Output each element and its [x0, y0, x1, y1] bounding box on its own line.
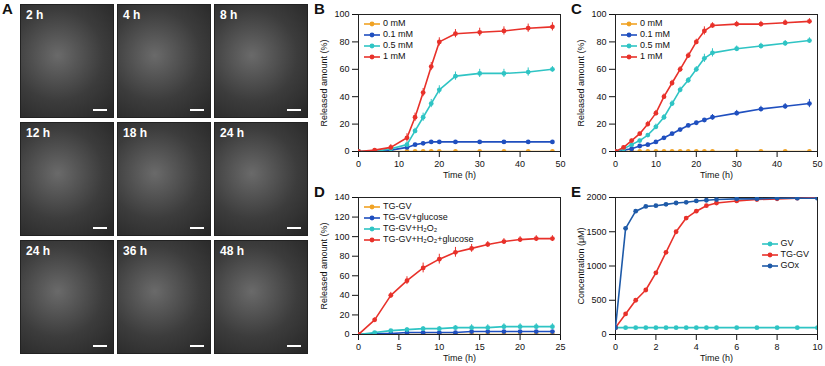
svg-text:20: 20	[691, 159, 701, 169]
svg-text:140: 140	[334, 192, 349, 202]
svg-text:20: 20	[434, 159, 444, 169]
svg-text:0: 0	[613, 342, 618, 352]
html-text:E: E	[571, 183, 581, 200]
html-text:48 h: 48 h	[220, 244, 244, 258]
svg-text:6: 6	[734, 342, 739, 352]
html-text:TG-GV+H₂O₂: TG-GV+H₂O₂	[383, 223, 438, 233]
svg-text:2000: 2000	[586, 192, 606, 202]
svg-text:80: 80	[339, 251, 349, 261]
svg-text:40: 40	[772, 159, 782, 169]
svg-text:Time (h): Time (h)	[700, 353, 733, 363]
svg-text:40: 40	[596, 92, 606, 102]
svg-text:0: 0	[356, 159, 361, 169]
svg-text:20: 20	[596, 119, 606, 129]
svg-text:Released amount (%): Released amount (%)	[319, 39, 329, 126]
svg-text:60: 60	[339, 271, 349, 281]
svg-text:1500: 1500	[586, 227, 606, 237]
svg-text:100: 100	[334, 9, 349, 19]
svg-text:Released amount (%): Released amount (%)	[319, 222, 329, 309]
html-text:0.5 mM: 0.5 mM	[383, 40, 413, 50]
html-text:TG-GV+glucose: TG-GV+glucose	[383, 212, 448, 222]
svg-text:10: 10	[434, 342, 444, 352]
svg-text:120: 120	[334, 212, 349, 222]
svg-text:10: 10	[394, 159, 404, 169]
html-text:C: C	[571, 0, 582, 17]
svg-text:Released amount (%): Released amount (%)	[576, 39, 586, 126]
svg-text:50: 50	[812, 159, 822, 169]
html-text:4 h: 4 h	[123, 8, 141, 22]
html-text:B: B	[314, 0, 325, 17]
svg-text:500: 500	[591, 295, 606, 305]
html-text:TG-GV: TG-GV	[780, 249, 809, 259]
svg-text:50: 50	[555, 159, 565, 169]
svg-text:10: 10	[651, 159, 661, 169]
html-text:GV: GV	[780, 238, 794, 248]
html-text:12 h: 12 h	[26, 126, 50, 140]
svg-text:4: 4	[694, 342, 699, 352]
svg-text:0: 0	[601, 146, 606, 156]
html-text:TG-GV: TG-GV	[383, 201, 412, 211]
svg-text:100: 100	[334, 232, 349, 242]
html-text:24 h: 24 h	[26, 244, 50, 258]
svg-text:Time (h): Time (h)	[700, 170, 733, 180]
html-text:1 mM: 1 mM	[640, 51, 663, 61]
svg-text:Time (h): Time (h)	[443, 353, 476, 363]
svg-text:25: 25	[555, 342, 565, 352]
svg-text:5: 5	[396, 342, 401, 352]
html-text:18 h: 18 h	[123, 126, 147, 140]
svg-text:0: 0	[344, 329, 349, 339]
html-text:A: A	[2, 0, 13, 17]
html-text:2 h: 2 h	[26, 8, 44, 22]
svg-text:80: 80	[339, 37, 349, 47]
html-text:8 h: 8 h	[220, 8, 238, 22]
svg-text:80: 80	[596, 37, 606, 47]
html-text:0 mM: 0 mM	[640, 18, 663, 28]
html-text:0.1 mM: 0.1 mM	[383, 29, 413, 39]
html-text:TG-GV+H₂O₂+glucose: TG-GV+H₂O₂+glucose	[383, 234, 474, 244]
svg-text:0: 0	[344, 146, 349, 156]
html-text:36 h: 36 h	[123, 244, 147, 258]
html-text:0.5 mM: 0.5 mM	[640, 40, 670, 50]
svg-text:20: 20	[515, 342, 525, 352]
svg-text:8: 8	[775, 342, 780, 352]
svg-text:30: 30	[475, 159, 485, 169]
svg-text:2: 2	[653, 342, 658, 352]
svg-text:20: 20	[339, 310, 349, 320]
svg-text:10: 10	[812, 342, 822, 352]
svg-text:40: 40	[339, 92, 349, 102]
svg-text:0: 0	[601, 329, 606, 339]
svg-text:1000: 1000	[586, 261, 606, 271]
svg-text:15: 15	[475, 342, 485, 352]
svg-text:40: 40	[339, 290, 349, 300]
html-text:24 h: 24 h	[220, 126, 244, 140]
svg-text:60: 60	[339, 64, 349, 74]
svg-text:0: 0	[356, 342, 361, 352]
html-text:D: D	[314, 183, 325, 200]
svg-text:100: 100	[591, 9, 606, 19]
svg-text:Concentration (μM): Concentration (μM)	[576, 227, 586, 304]
html-text:GOx: GOx	[780, 260, 799, 270]
html-text:0 mM: 0 mM	[383, 18, 406, 28]
svg-text:60: 60	[596, 64, 606, 74]
svg-text:20: 20	[339, 119, 349, 129]
html-text:0.1 mM: 0.1 mM	[640, 29, 670, 39]
svg-text:40: 40	[515, 159, 525, 169]
svg-text:0: 0	[613, 159, 618, 169]
svg-text:30: 30	[732, 159, 742, 169]
svg-text:Time (h): Time (h)	[443, 170, 476, 180]
html-text:1 mM: 1 mM	[383, 51, 406, 61]
